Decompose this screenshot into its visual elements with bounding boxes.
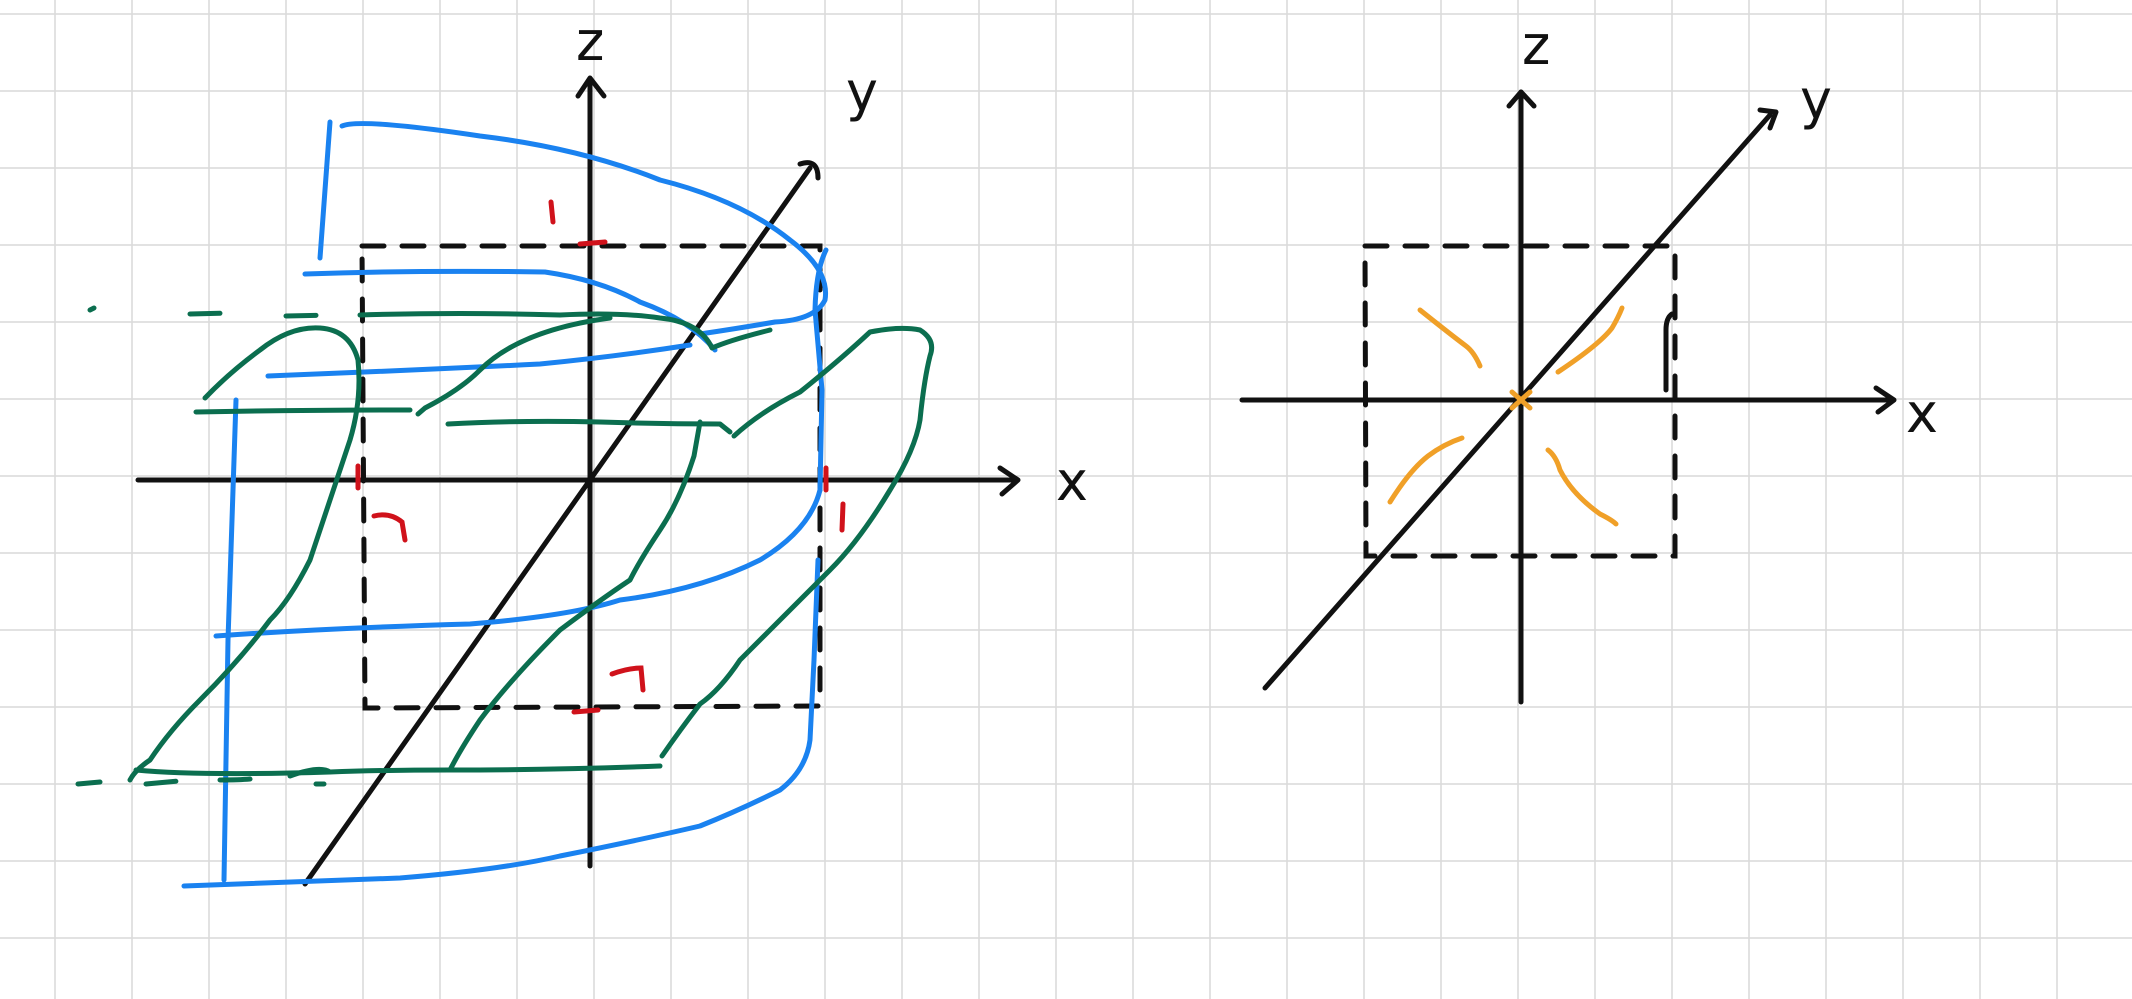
left-y-axis (302, 165, 813, 887)
right-y-axis-arrowhead (1757, 107, 1779, 131)
left-blue-curves (181, 119, 829, 889)
right-x-axis-label: x (1906, 382, 1938, 445)
left-y-axis-label: y (846, 60, 878, 123)
left-3d-diagram: x y z (75, 10, 1088, 889)
right-dashed-square (1362, 243, 1678, 559)
left-y-axis-arrowhead (797, 160, 821, 181)
right-z-axis-label: z (1522, 14, 1550, 77)
left-red-ticks (355, 199, 846, 715)
right-orange-curves (1387, 305, 1625, 527)
left-z-axis-arrowhead (575, 75, 607, 99)
left-green-curves (75, 305, 935, 787)
left-z-axis-label: z (576, 10, 604, 73)
right-z-axis-arrowhead (1506, 89, 1537, 109)
right-x-axis-arrowhead (1873, 385, 1897, 415)
left-x-axis-label: x (1056, 450, 1088, 513)
left-x-axis-arrowhead (997, 465, 1021, 497)
right-3d-diagram: x y z (1239, 14, 1938, 705)
right-y-axis-label: y (1800, 68, 1832, 131)
right-solid-tick (1663, 311, 1675, 393)
left-dashed-square (359, 243, 823, 711)
